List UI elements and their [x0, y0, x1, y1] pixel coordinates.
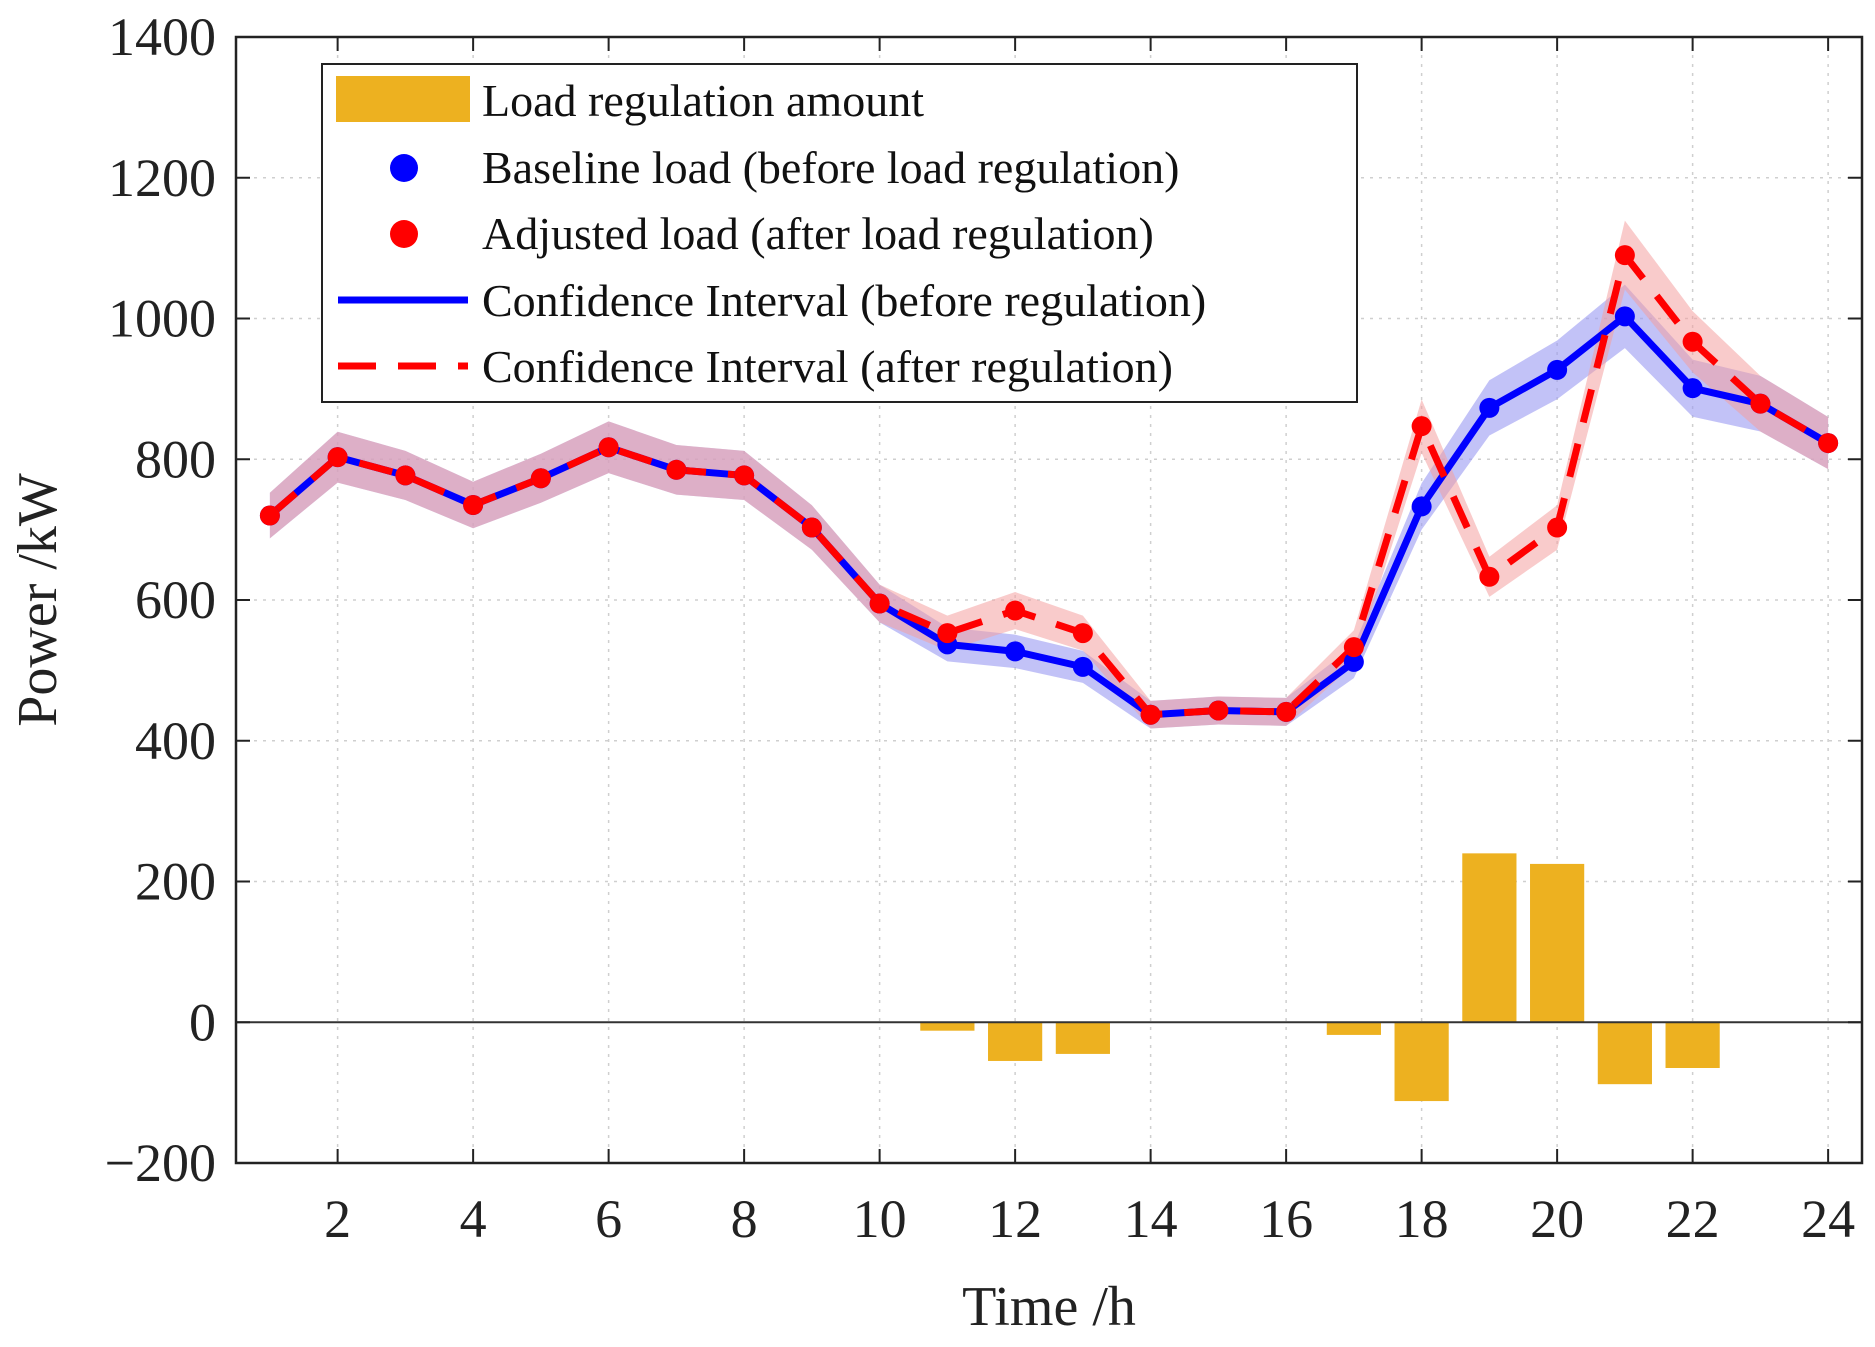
adjusted-load-point — [1276, 701, 1297, 722]
legend-box — [321, 63, 1358, 403]
x-tick-label: 2 — [324, 1189, 351, 1249]
adjusted-load-point — [1614, 245, 1635, 266]
baseline-load-point — [1005, 641, 1026, 662]
adjusted-load-point — [1818, 433, 1839, 454]
y-tick-label: −200 — [105, 1133, 216, 1193]
adjusted-load-point — [734, 465, 755, 486]
axis-ticks — [236, 36, 1862, 1164]
y-axis-title: Power /kW — [7, 473, 69, 727]
adjusted-load-point — [1208, 700, 1229, 721]
x-tick-label: 4 — [460, 1189, 487, 1249]
y-tick-labels: −200 0 200 400 600 800 1000 1200 1400 — [105, 7, 216, 1193]
adjusted-load-point — [1343, 637, 1364, 658]
y-tick-label: 400 — [135, 711, 216, 771]
legend: Load regulation amount Baseline load (be… — [321, 63, 1358, 403]
regulation-bar — [1326, 1022, 1381, 1035]
adjusted-load-point — [1005, 600, 1026, 621]
legend-label-baseline: Baseline load (before load regulation) — [482, 142, 1179, 193]
y-tick-label: 200 — [135, 852, 216, 912]
adjusted-load-point — [1411, 416, 1432, 437]
regulation-bar — [1597, 1022, 1652, 1085]
adjusted-load-point — [666, 459, 687, 480]
y-tick-label: 600 — [135, 570, 216, 630]
baseline-load-point — [1343, 651, 1364, 672]
regulation-bars — [920, 853, 1720, 1102]
x-tick-label: 14 — [1124, 1189, 1178, 1249]
adjusted-load-point — [530, 468, 551, 489]
baseline-load-point — [1072, 656, 1093, 677]
regulation-bar — [1394, 1022, 1449, 1102]
y-tick-label: 1000 — [108, 289, 216, 349]
legend-swatch-bar — [336, 76, 470, 122]
load-markers — [259, 245, 1839, 725]
adjusted-load-point — [1479, 566, 1500, 587]
adjusted-load-point — [259, 505, 280, 526]
baseline-load-point — [1479, 397, 1500, 418]
x-tick-label: 24 — [1801, 1189, 1855, 1249]
adjusted-load-point — [598, 437, 619, 458]
adjusted-load-point — [463, 494, 484, 515]
adjusted-load-point — [395, 465, 416, 486]
x-tick-label: 8 — [731, 1189, 758, 1249]
legend-label-adjusted: Adjusted load (after load regulation) — [482, 208, 1154, 259]
adjusted-load-point — [937, 623, 958, 644]
y-tick-label: 1400 — [108, 7, 216, 67]
adjusted-load-point — [1750, 393, 1771, 414]
x-tick-labels: 2 4 6 8 10 12 14 16 18 20 22 24 — [324, 1189, 1855, 1249]
regulation-bar — [988, 1022, 1043, 1061]
legend-label-ci-after: Confidence Interval (after regulation) — [482, 341, 1173, 392]
regulation-bar — [1665, 1022, 1720, 1068]
adjusted-load-point — [869, 593, 890, 614]
x-tick-label: 12 — [988, 1189, 1042, 1249]
load-lines — [267, 251, 1830, 719]
adjusted-load-point — [801, 517, 822, 538]
regulation-bar — [920, 1022, 975, 1031]
x-tick-label: 10 — [853, 1189, 907, 1249]
confidence-bands — [269, 220, 1829, 729]
confidence-band-after — [269, 220, 1829, 729]
regulation-bar — [1462, 853, 1517, 1023]
legend-label-bar: Load regulation amount — [482, 75, 924, 126]
adjusted-load-point — [1682, 331, 1703, 352]
legend-swatch-baseline-marker — [390, 154, 418, 182]
x-axis-title: Time /h — [962, 1276, 1136, 1338]
y-tick-label: 1200 — [108, 148, 216, 208]
baseline-load-point — [1411, 496, 1432, 517]
adjusted-load-point — [327, 447, 348, 468]
y-tick-label: 0 — [189, 992, 216, 1052]
regulation-bar — [1055, 1022, 1110, 1054]
legend-label-ci-before: Confidence Interval (before regulation) — [482, 275, 1206, 326]
adjusted-load-point — [1140, 704, 1161, 725]
x-tick-label: 18 — [1395, 1189, 1449, 1249]
x-tick-label: 6 — [595, 1189, 622, 1249]
x-tick-label: 20 — [1530, 1189, 1584, 1249]
x-tick-label: 22 — [1666, 1189, 1720, 1249]
baseline-load-point — [1682, 378, 1703, 399]
adjusted-load-point — [1072, 623, 1093, 644]
adjusted-load-line — [267, 251, 1830, 719]
x-tick-label: 16 — [1259, 1189, 1313, 1249]
y-tick-label: 800 — [135, 429, 216, 489]
adjusted-load-point — [1547, 517, 1568, 538]
baseline-load-point — [1614, 306, 1635, 327]
baseline-load-point — [1547, 359, 1568, 380]
legend-swatch-adjusted-marker — [390, 220, 418, 248]
regulation-bar — [1530, 863, 1585, 1023]
